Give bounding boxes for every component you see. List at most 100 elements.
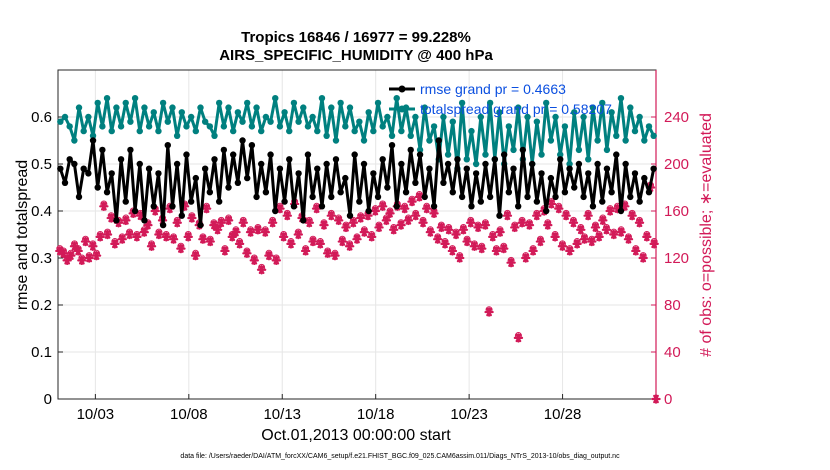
obs-evaluated-marker — [282, 211, 292, 221]
totalspread-marker — [538, 151, 545, 158]
rmse-marker — [449, 189, 456, 196]
obs-evaluated-marker — [234, 239, 245, 249]
rmse-marker — [388, 142, 396, 149]
rmse-marker — [272, 207, 279, 215]
rmse-marker — [514, 203, 522, 210]
rmse-marker — [440, 179, 447, 186]
rmse-marker — [533, 198, 541, 205]
obs-evaluated-marker — [66, 250, 76, 261]
totalspread-marker — [248, 123, 256, 130]
rmse-marker — [421, 193, 428, 201]
totalspread-marker — [613, 132, 620, 139]
obs-evaluated-marker — [238, 218, 248, 228]
rmse-marker — [286, 156, 293, 163]
totalspread-marker — [510, 146, 517, 154]
obs-evaluated-marker — [121, 215, 131, 226]
totalspread-marker — [575, 146, 583, 154]
obs-evaluated-marker — [638, 253, 648, 263]
rmse-marker — [524, 193, 531, 201]
totalspread-marker — [309, 113, 316, 121]
series-rmse — [57, 137, 657, 229]
totalspread-marker — [276, 123, 284, 130]
totalspread-marker — [80, 127, 87, 135]
totalspread-marker — [449, 118, 456, 125]
rmse-marker — [276, 165, 284, 172]
rmse-marker — [374, 193, 382, 201]
rmse-line — [58, 139, 656, 227]
obs-evaluated-marker — [377, 201, 388, 211]
obs-evaluated-marker — [73, 246, 83, 256]
obs-evaluated-marker — [278, 232, 289, 242]
totalspread-marker — [145, 123, 153, 130]
totalspread-marker — [472, 160, 480, 168]
obs-evaluated-marker — [293, 229, 304, 240]
totalspread-marker — [365, 109, 372, 116]
rmse-marker — [295, 170, 302, 177]
obs-evaluated-marker — [451, 229, 461, 240]
rmse-marker — [113, 217, 120, 224]
rmse-marker — [444, 160, 452, 168]
x-tick-label: 10/03 — [77, 406, 115, 423]
totalspread-marker — [641, 137, 648, 144]
rmse-marker — [477, 198, 485, 205]
totalspread-marker — [108, 127, 115, 135]
x-tick-label: 10/23 — [450, 406, 488, 423]
obs-evaluated-marker — [601, 225, 612, 235]
totalspread-marker — [594, 137, 601, 144]
totalspread-marker — [557, 151, 564, 158]
totalspread-marker — [374, 99, 382, 107]
obs-evaluated-marker — [521, 253, 531, 263]
obs-evaluated-marker — [168, 234, 179, 244]
obs-evaluated-marker — [466, 218, 476, 228]
rmse-marker — [89, 137, 97, 144]
rmse-marker — [164, 142, 171, 149]
totalspread-marker — [337, 99, 344, 107]
rmse-marker — [557, 156, 564, 163]
totalspread-marker — [239, 118, 246, 125]
x-tick-label: 10/13 — [263, 406, 301, 423]
totalspread-marker — [99, 123, 106, 130]
obs-evaluated-marker — [396, 220, 406, 230]
rmse-marker — [75, 193, 83, 201]
obs-evaluated-marker — [524, 220, 535, 230]
rmse-marker — [528, 160, 536, 168]
rmse-marker — [538, 170, 545, 177]
totalspread-marker — [407, 132, 414, 139]
totalspread-marker — [486, 99, 494, 107]
obs-evaluated-marker — [447, 246, 458, 256]
obs-evaluated-marker — [429, 208, 439, 219]
rmse-marker — [159, 221, 167, 229]
rmse-marker — [547, 174, 555, 182]
rmse-marker — [244, 174, 251, 182]
totalspread-marker — [187, 113, 195, 121]
totalspread-marker — [71, 137, 78, 144]
rmse-marker — [253, 193, 260, 201]
obs-evaluated-marker — [623, 234, 634, 244]
totalspread-marker — [477, 113, 485, 121]
y-left-tick-label: 0.1 — [31, 344, 52, 361]
rmse-marker — [145, 165, 153, 172]
obs-evaluated-marker — [598, 215, 608, 226]
obs-evaluated-marker — [77, 255, 87, 266]
obs-evaluated-marker — [352, 234, 362, 244]
totalspread-marker — [585, 156, 592, 163]
totalspread-marker — [482, 151, 489, 158]
rmse-marker — [608, 189, 615, 196]
rmse-marker — [248, 142, 256, 149]
obs-evaluated-marker — [385, 208, 395, 219]
legend-spread-marker — [398, 105, 406, 113]
totalspread-marker — [547, 137, 555, 144]
totalspread-marker — [622, 137, 629, 144]
y-right-tick-label: 40 — [664, 344, 681, 361]
obs-evaluated-marker — [190, 250, 201, 261]
obs-evaluated-marker — [124, 229, 135, 240]
obs-evaluated-marker — [410, 211, 421, 221]
obs-evaluated-marker — [535, 236, 546, 247]
obs-evaluated-marker — [337, 236, 348, 247]
obs-evaluated-marker — [462, 236, 472, 247]
obs-evaluated-marker — [117, 234, 127, 244]
totalspread-marker — [505, 123, 513, 130]
totalspread-marker — [645, 123, 653, 130]
rmse-marker — [183, 151, 190, 158]
